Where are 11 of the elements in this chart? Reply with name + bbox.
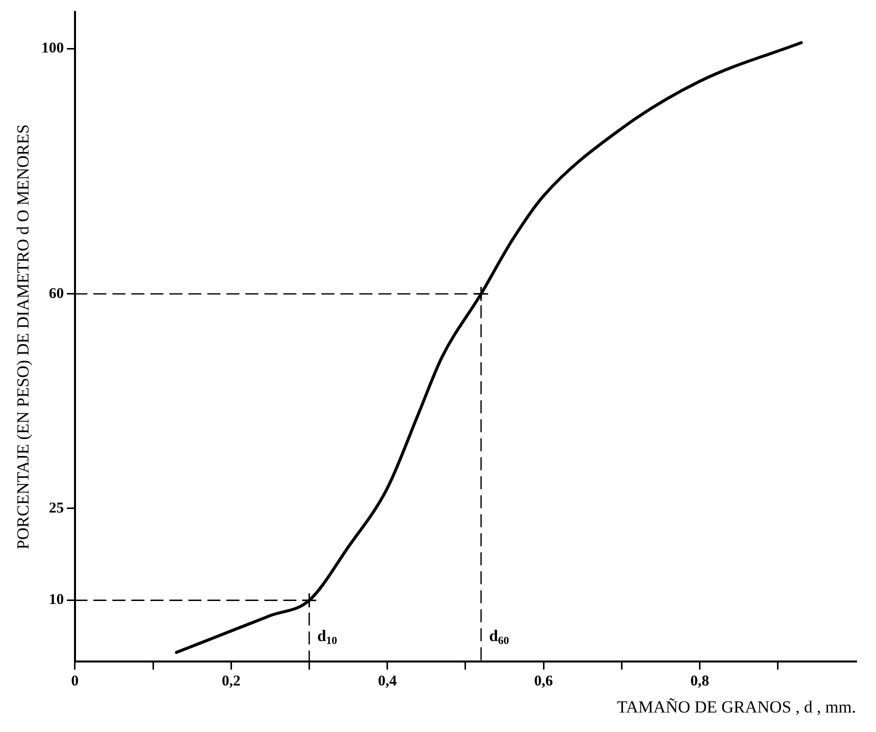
x-axis-title: TAMAÑO DE GRANOS , d , mm. (616, 697, 856, 716)
x-tick-label: 0,2 (222, 673, 240, 690)
x-tick-label: 0 (71, 673, 79, 690)
x-tick-label: 0,6 (534, 673, 554, 690)
y-axis-title: PORCENTAJE (EN PESO) DE DIAMETRO d O MENORES (14, 124, 33, 550)
x-tick-label: 0,4 (378, 673, 398, 690)
y-tick-label: 10 (48, 592, 64, 608)
y-tick-label: 100 (41, 40, 64, 57)
y-tick-label: 60 (48, 286, 64, 302)
y-tick-label: 25 (48, 500, 64, 516)
x-tick-label: 0,8 (690, 673, 710, 690)
